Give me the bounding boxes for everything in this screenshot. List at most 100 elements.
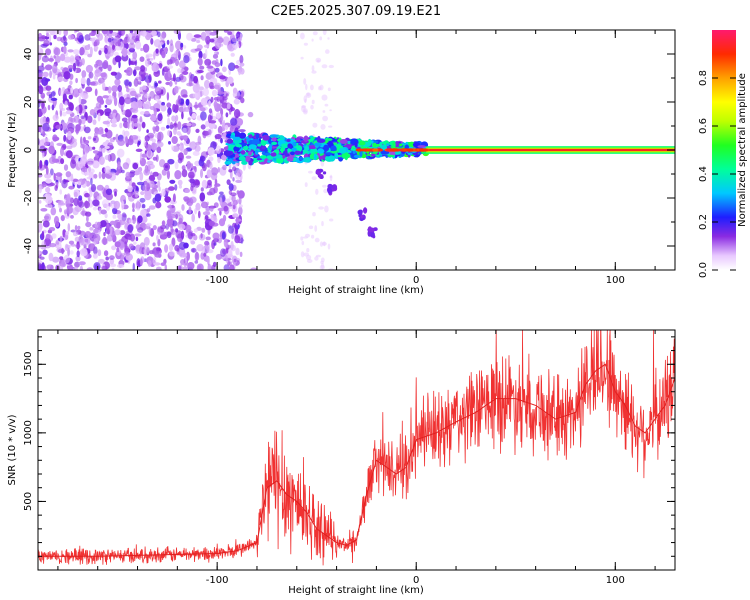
noise-cell <box>200 124 206 130</box>
noise-cell <box>219 191 224 195</box>
tail-cell <box>363 207 368 214</box>
noise-cell <box>210 115 213 120</box>
noise-cell <box>92 119 97 125</box>
noise-cell <box>60 215 65 222</box>
noise-cell <box>183 262 188 267</box>
noise-cell <box>141 204 146 209</box>
snr-series-line <box>38 363 675 557</box>
echo-cell <box>240 150 246 155</box>
noise-cell <box>86 215 89 223</box>
noise-cell <box>116 148 125 158</box>
noise-cell <box>232 204 236 210</box>
noise-cell <box>136 200 140 210</box>
noise-cell <box>212 53 219 59</box>
noise-cell <box>165 165 168 169</box>
noise-cell <box>128 219 134 224</box>
noise-cell <box>171 237 176 247</box>
noise-cell <box>92 135 99 144</box>
noise-cell <box>174 184 178 191</box>
noise-cell <box>137 227 144 233</box>
noise-cell <box>98 147 102 152</box>
noise-cell <box>134 66 141 71</box>
noise-cell <box>45 233 51 241</box>
noise-cell <box>72 231 79 237</box>
noise-cell <box>218 75 226 80</box>
noise-cell <box>66 205 74 214</box>
noise-cell <box>50 91 56 97</box>
noise-cell <box>66 193 71 202</box>
echo-cell <box>381 141 387 144</box>
noise-cell <box>227 76 234 84</box>
noise-cell <box>207 179 212 186</box>
noise-cell <box>109 111 115 119</box>
noise-cell <box>73 197 79 207</box>
noise-cell <box>49 70 52 79</box>
echo-cell <box>299 156 304 161</box>
noise-cell <box>145 55 150 59</box>
noise-cell <box>130 101 139 109</box>
noise-cell <box>104 213 108 219</box>
noise-cell <box>132 51 138 60</box>
noise-cell <box>81 70 87 78</box>
echo-cell <box>231 160 236 165</box>
noise-cell <box>114 241 121 248</box>
noise-cell <box>103 250 109 257</box>
noise-cell <box>108 33 113 38</box>
noise-cell <box>151 30 157 37</box>
noise-cell <box>46 116 50 122</box>
noise-cell <box>64 243 69 251</box>
echo-cell <box>223 150 232 157</box>
noise-cell <box>195 141 202 146</box>
noise-cell <box>87 136 92 140</box>
noise-cell <box>96 155 99 159</box>
noise-cell <box>217 91 225 95</box>
noise-cell <box>73 191 78 198</box>
noise-cell <box>146 78 150 86</box>
noise-cell <box>75 59 80 67</box>
noise-cell <box>114 229 121 236</box>
noise-cell <box>199 192 206 202</box>
noise-cell <box>60 158 65 165</box>
noise-cell <box>80 248 88 257</box>
noise-cell <box>305 233 310 238</box>
noise-cell <box>157 238 161 247</box>
noise-cell <box>103 232 106 237</box>
noise-cell <box>151 138 156 144</box>
noise-cell <box>146 208 151 213</box>
echo-cell <box>257 143 262 147</box>
noise-cell <box>104 165 111 174</box>
noise-cell <box>210 96 214 103</box>
echo-cell <box>260 155 267 159</box>
echo-cell <box>352 150 356 154</box>
noise-cell <box>300 251 305 258</box>
noise-cell <box>52 75 56 80</box>
echo-cell <box>243 145 249 151</box>
noise-cell <box>327 37 330 40</box>
noise-cell <box>301 105 306 113</box>
noise-cell <box>238 206 243 216</box>
spectrogram-panel: -100 0 100 -40 -20 0 20 40 Height of straight l… <box>7 29 676 296</box>
noise-cell <box>84 201 90 209</box>
noise-cell <box>200 155 206 162</box>
noise-cell <box>220 137 223 144</box>
noise-cell <box>141 153 148 158</box>
noise-cell <box>207 263 212 270</box>
echo-cell <box>287 143 293 149</box>
noise-cell <box>183 196 190 202</box>
noise-cell <box>215 253 223 260</box>
noise-cell <box>104 127 109 133</box>
noise-cell <box>160 262 166 267</box>
noise-cell <box>306 248 310 253</box>
noise-cell <box>198 210 201 219</box>
noise-cell <box>194 251 200 261</box>
noise-cell <box>139 91 147 95</box>
echo-cell <box>248 144 257 150</box>
echo-cell <box>308 145 317 150</box>
noise-cell <box>151 142 157 151</box>
noise-cell <box>85 146 93 152</box>
noise-cell <box>127 185 133 193</box>
noise-cell <box>72 178 79 182</box>
noise-cell <box>82 165 86 172</box>
noise-cell <box>158 186 161 192</box>
noise-cell <box>327 243 331 250</box>
